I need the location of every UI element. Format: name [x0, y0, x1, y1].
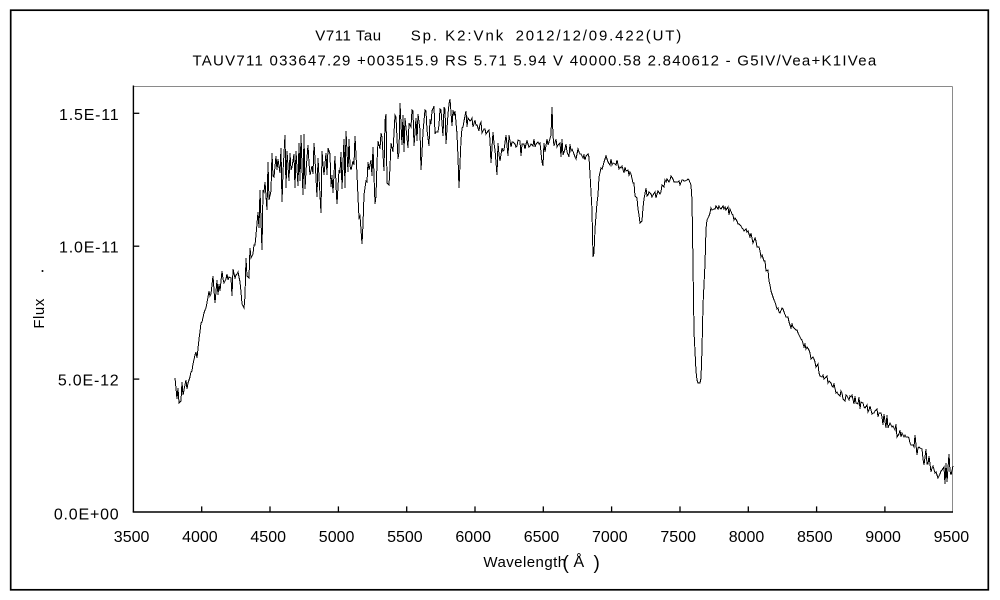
svg-text:8000: 8000: [729, 529, 765, 546]
svg-text:0.0E+00: 0.0E+00: [54, 507, 120, 524]
svg-text:V711 Tau: V711 Tau: [315, 27, 381, 44]
svg-text:3500: 3500: [114, 529, 150, 546]
svg-text:Å: Å: [574, 552, 585, 571]
svg-text:9500: 9500: [934, 529, 970, 546]
svg-text:8500: 8500: [797, 529, 833, 546]
svg-text:Wavelength: Wavelength: [483, 554, 566, 571]
svg-text:7500: 7500: [660, 529, 696, 546]
svg-text:6500: 6500: [524, 529, 560, 546]
svg-text:Flux: Flux: [31, 298, 48, 329]
svg-text:): ): [594, 553, 600, 574]
svg-text:6000: 6000: [455, 529, 491, 546]
svg-text:4000: 4000: [182, 529, 218, 546]
svg-text:5000: 5000: [319, 529, 355, 546]
svg-text:2012/12/09.422(UT): 2012/12/09.422(UT): [516, 27, 684, 44]
svg-text:5500: 5500: [387, 529, 423, 546]
svg-text:1.0E-11: 1.0E-11: [59, 240, 119, 257]
svg-text:9000: 9000: [865, 529, 901, 546]
svg-text:5.0E-12: 5.0E-12: [58, 373, 120, 390]
svg-text:Sp. K2:Vnk: Sp. K2:Vnk: [411, 27, 506, 44]
svg-text:1.5E-11: 1.5E-11: [59, 107, 119, 124]
svg-text:TAUV711 033647.29 +003515.9 RS: TAUV711 033647.29 +003515.9 RS 5.71 5.94…: [193, 53, 878, 70]
svg-text:7000: 7000: [592, 529, 628, 546]
svg-text:(: (: [563, 553, 570, 574]
svg-text:4500: 4500: [250, 529, 286, 546]
